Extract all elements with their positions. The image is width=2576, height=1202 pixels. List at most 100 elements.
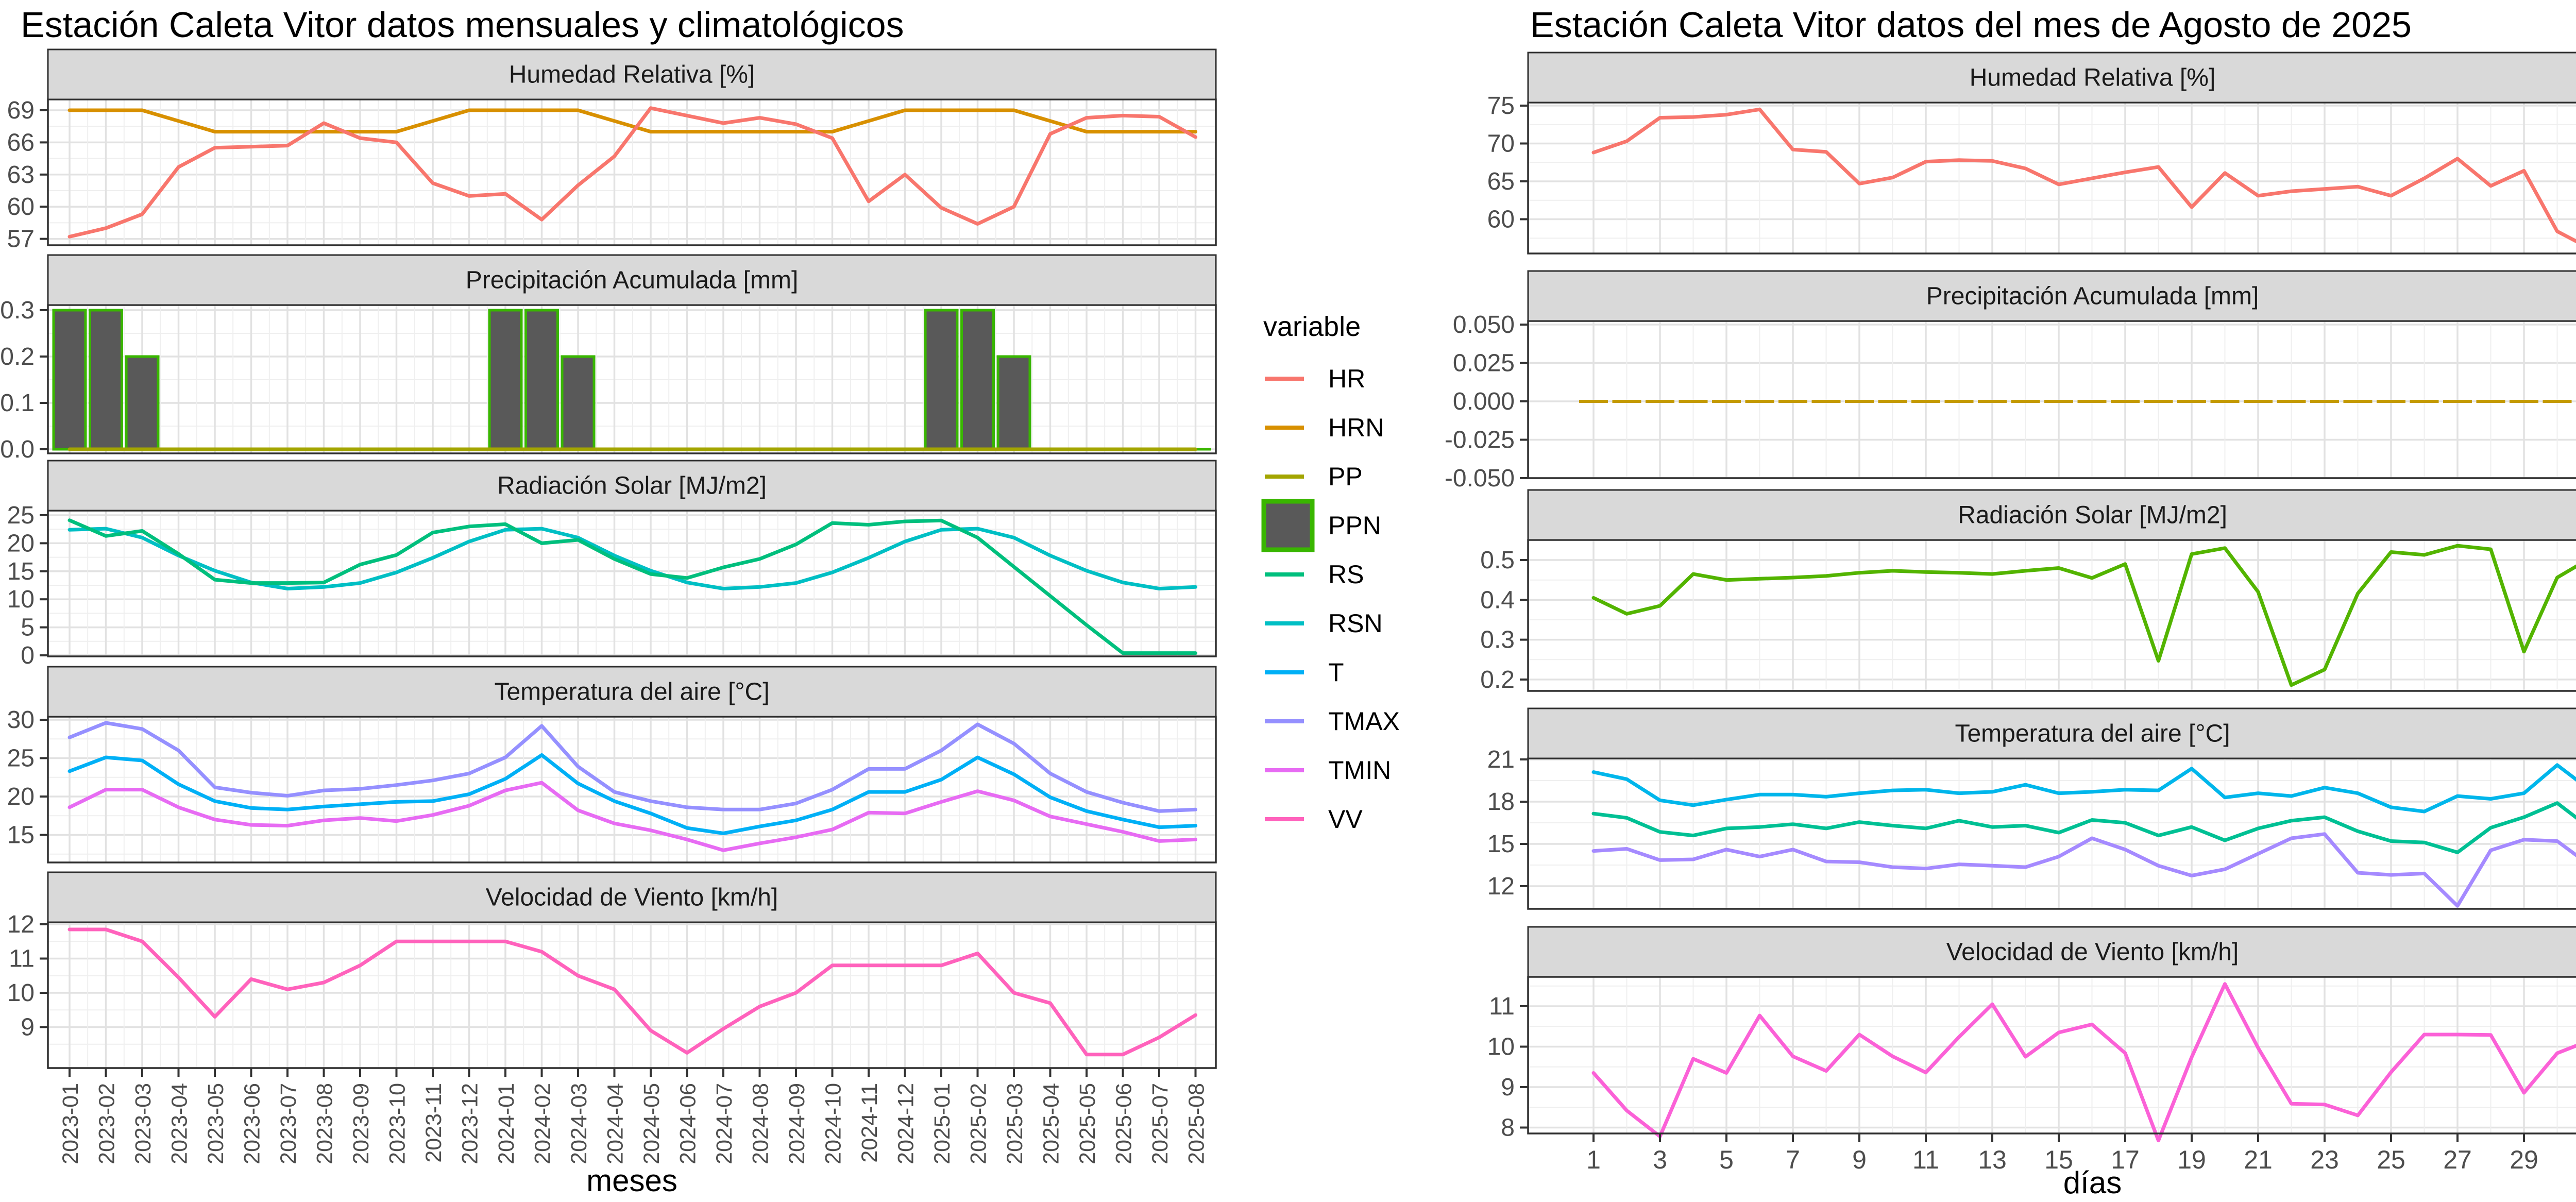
svg-text:3: 3 <box>1653 1145 1667 1174</box>
svg-text:0.025: 0.025 <box>1453 350 1515 377</box>
svg-text:25: 25 <box>7 502 35 529</box>
svg-text:23: 23 <box>2310 1145 2339 1174</box>
svg-text:T: T <box>1328 658 1344 687</box>
svg-text:66: 66 <box>7 129 35 156</box>
svg-text:2024-08: 2024-08 <box>749 1083 773 1164</box>
svg-text:70: 70 <box>1487 130 1515 158</box>
svg-text:15: 15 <box>7 558 35 585</box>
svg-text:57: 57 <box>7 226 35 253</box>
svg-text:0.2: 0.2 <box>1480 666 1515 693</box>
svg-text:2024-10: 2024-10 <box>821 1083 846 1164</box>
svg-text:-0.025: -0.025 <box>1445 427 1515 454</box>
svg-text:0.000: 0.000 <box>1453 388 1515 415</box>
svg-text:2025-01: 2025-01 <box>930 1083 955 1164</box>
svg-text:meses: meses <box>586 1163 677 1198</box>
svg-text:10: 10 <box>7 586 35 613</box>
svg-text:5: 5 <box>1719 1145 1734 1174</box>
svg-text:2023-04: 2023-04 <box>167 1083 192 1164</box>
svg-text:20: 20 <box>7 783 35 810</box>
svg-text:Velocidad de Viento [km/h]: Velocidad de Viento [km/h] <box>486 884 778 911</box>
svg-text:RS: RS <box>1328 560 1364 589</box>
svg-text:RSN: RSN <box>1328 609 1383 638</box>
svg-text:2023-01: 2023-01 <box>58 1083 83 1164</box>
svg-text:27: 27 <box>2443 1145 2472 1174</box>
svg-text:15: 15 <box>1487 831 1515 858</box>
svg-text:9: 9 <box>1852 1145 1867 1174</box>
svg-text:5: 5 <box>21 614 35 641</box>
svg-text:Radiación Solar [MJ/m2]: Radiación Solar [MJ/m2] <box>1958 502 2227 529</box>
svg-text:10: 10 <box>1487 1034 1515 1061</box>
svg-text:65: 65 <box>1487 168 1515 195</box>
svg-text:días: días <box>2063 1165 2122 1199</box>
svg-text:2025-04: 2025-04 <box>1039 1083 1064 1164</box>
svg-text:21: 21 <box>2244 1145 2273 1174</box>
svg-text:TMAX: TMAX <box>1328 707 1400 736</box>
svg-text:Precipitación Acumulada [mm]: Precipitación Acumulada [mm] <box>466 267 799 294</box>
svg-text:2023-11: 2023-11 <box>421 1083 446 1163</box>
svg-text:-0.050: -0.050 <box>1445 465 1515 492</box>
svg-text:15: 15 <box>7 822 35 849</box>
svg-text:2024-05: 2024-05 <box>639 1083 664 1164</box>
svg-text:2024-07: 2024-07 <box>712 1083 737 1164</box>
svg-text:HR: HR <box>1328 364 1365 393</box>
svg-text:Estación Caleta Vitor datos de: Estación Caleta Vitor datos del mes de A… <box>1530 5 2412 45</box>
svg-text:Velocidad de Viento [km/h]: Velocidad de Viento [km/h] <box>1946 939 2239 966</box>
svg-text:2023-07: 2023-07 <box>276 1083 301 1164</box>
svg-text:2024-04: 2024-04 <box>603 1083 628 1164</box>
svg-text:0.050: 0.050 <box>1453 311 1515 338</box>
svg-text:30: 30 <box>7 706 35 734</box>
svg-text:2024-02: 2024-02 <box>531 1083 555 1164</box>
svg-text:11: 11 <box>9 945 35 973</box>
svg-text:PPN: PPN <box>1328 511 1381 540</box>
svg-text:0.5: 0.5 <box>1480 547 1515 574</box>
svg-text:0.1: 0.1 <box>0 390 35 417</box>
svg-text:9: 9 <box>21 1014 35 1041</box>
svg-text:2025-02: 2025-02 <box>967 1083 991 1164</box>
svg-text:2025-08: 2025-08 <box>1184 1083 1209 1164</box>
svg-text:7: 7 <box>1786 1145 1800 1174</box>
svg-text:2024-11: 2024-11 <box>857 1083 882 1163</box>
svg-text:21: 21 <box>1487 746 1515 773</box>
svg-text:2025-03: 2025-03 <box>1003 1083 1027 1164</box>
svg-text:25: 25 <box>7 745 35 772</box>
svg-text:0.3: 0.3 <box>0 297 35 324</box>
svg-text:0: 0 <box>21 642 35 669</box>
svg-text:Temperatura del aire [°C]: Temperatura del aire [°C] <box>1955 720 2230 748</box>
svg-text:29: 29 <box>2510 1145 2538 1174</box>
svg-text:Humedad Relativa [%]: Humedad Relativa [%] <box>1970 64 2216 92</box>
svg-text:19: 19 <box>2177 1145 2206 1174</box>
svg-text:2024-06: 2024-06 <box>676 1083 701 1164</box>
svg-text:12: 12 <box>7 911 35 938</box>
svg-text:8: 8 <box>1501 1114 1515 1142</box>
svg-text:25: 25 <box>2377 1145 2405 1174</box>
svg-text:2023-10: 2023-10 <box>385 1083 410 1164</box>
svg-text:18: 18 <box>1487 788 1515 816</box>
svg-text:2025-07: 2025-07 <box>1148 1083 1173 1164</box>
svg-text:75: 75 <box>1487 92 1515 120</box>
svg-text:TMIN: TMIN <box>1328 756 1391 785</box>
svg-text:2024-03: 2024-03 <box>567 1083 591 1164</box>
svg-text:Estación Caleta Vitor datos me: Estación Caleta Vitor datos mensuales y … <box>21 5 904 45</box>
svg-text:Radiación Solar [MJ/m2]: Radiación Solar [MJ/m2] <box>497 472 767 500</box>
svg-text:2024-12: 2024-12 <box>894 1083 919 1164</box>
svg-text:2023-09: 2023-09 <box>349 1083 374 1164</box>
svg-text:2023-03: 2023-03 <box>131 1083 156 1164</box>
svg-text:11: 11 <box>1489 993 1515 1020</box>
svg-text:2023-08: 2023-08 <box>313 1083 337 1164</box>
svg-text:60: 60 <box>1487 206 1515 233</box>
svg-text:2023-06: 2023-06 <box>240 1083 265 1164</box>
svg-text:11: 11 <box>1912 1145 1939 1174</box>
svg-text:0.4: 0.4 <box>1480 586 1515 614</box>
svg-text:2025-05: 2025-05 <box>1075 1083 1100 1164</box>
svg-text:VV: VV <box>1328 805 1363 834</box>
svg-text:Temperatura del aire [°C]: Temperatura del aire [°C] <box>494 679 769 706</box>
svg-text:variable: variable <box>1263 311 1361 342</box>
svg-text:10: 10 <box>7 979 35 1007</box>
svg-text:63: 63 <box>7 161 35 189</box>
svg-text:Humedad Relativa [%]: Humedad Relativa [%] <box>509 61 755 89</box>
svg-text:15: 15 <box>2044 1145 2073 1174</box>
svg-text:0.0: 0.0 <box>0 436 35 463</box>
svg-text:PP: PP <box>1328 462 1363 491</box>
svg-text:2023-02: 2023-02 <box>95 1083 120 1164</box>
svg-text:69: 69 <box>7 97 35 124</box>
